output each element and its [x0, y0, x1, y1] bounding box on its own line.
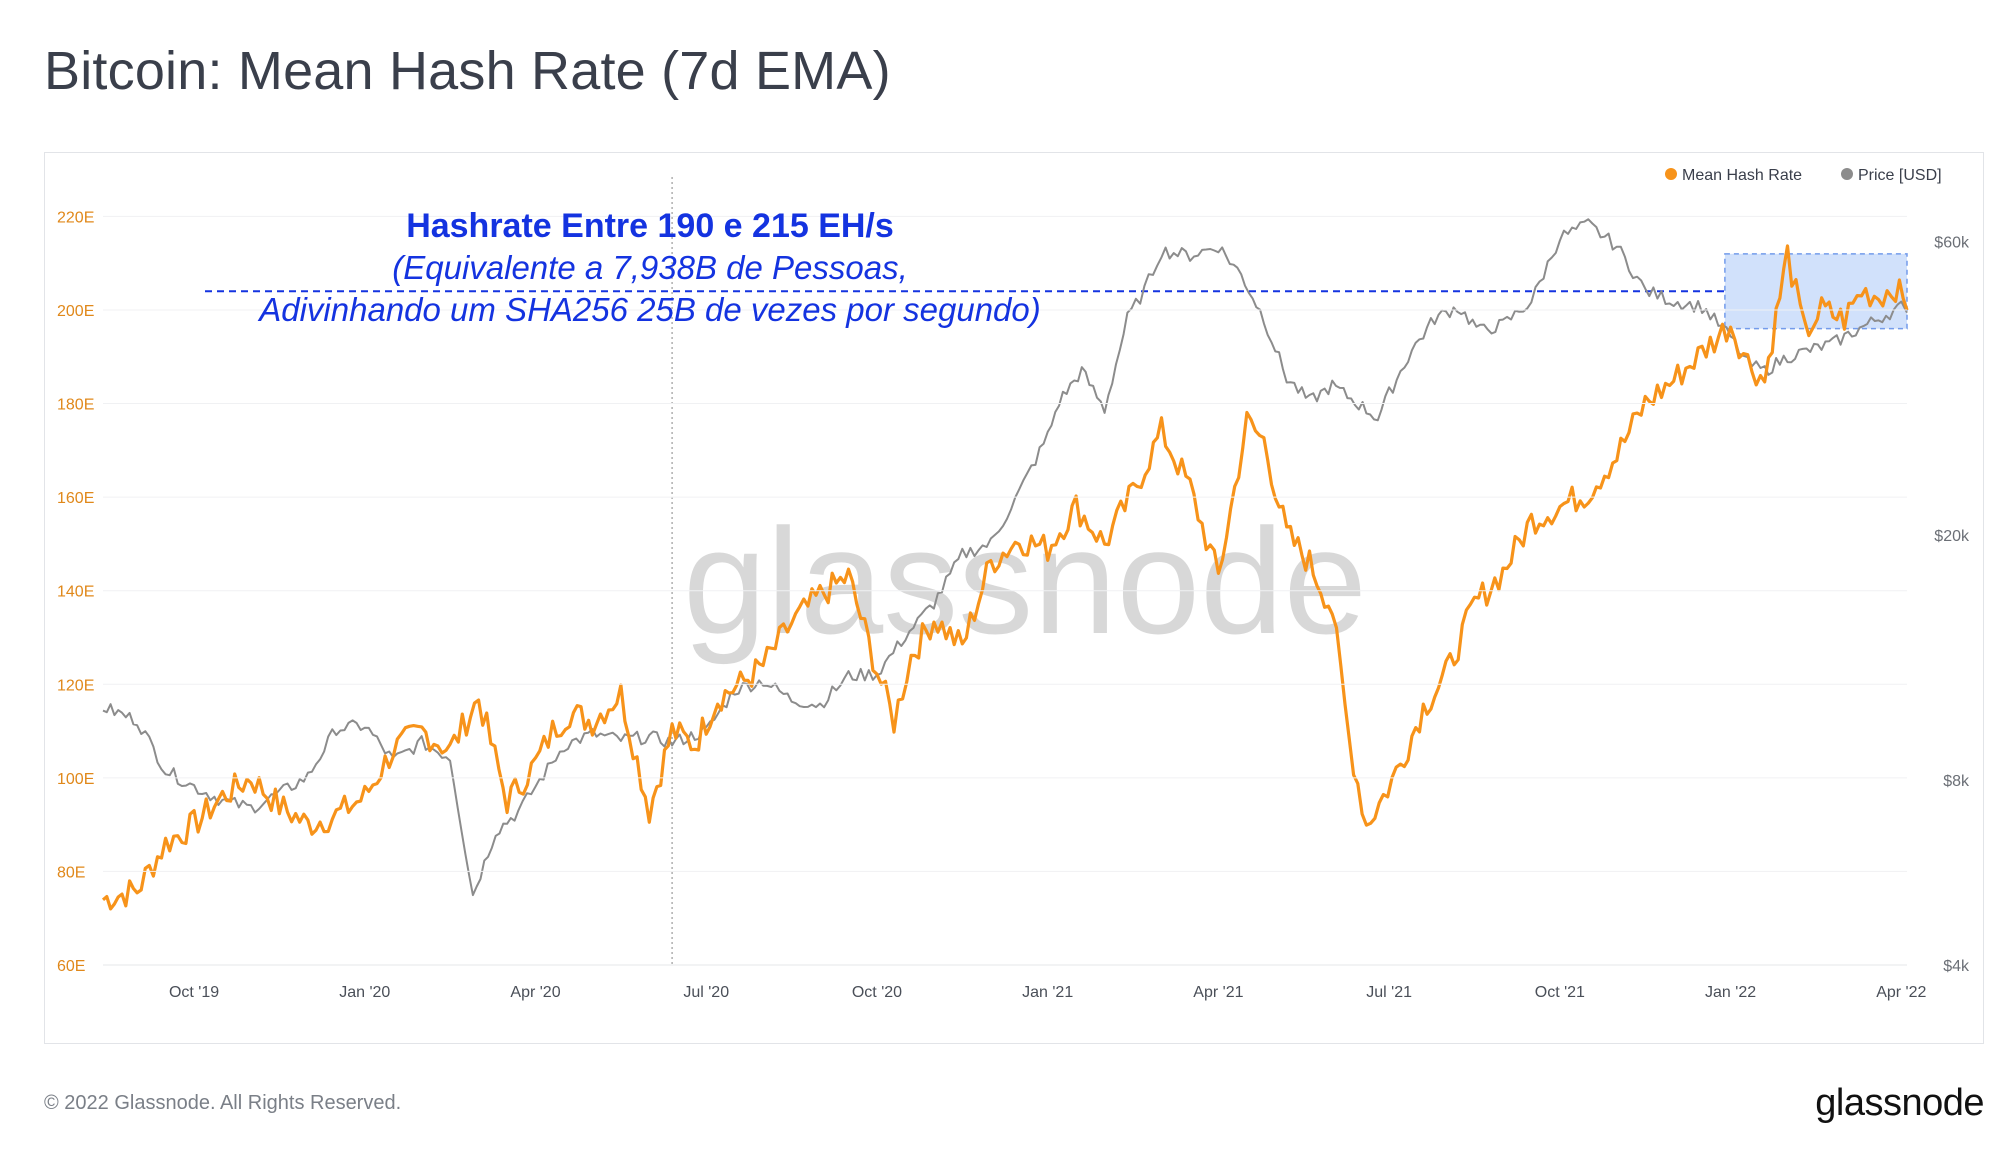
- x-tick-label: Oct '19: [169, 984, 219, 1001]
- watermark-text: glassnode: [683, 497, 1367, 665]
- y-right-tick-label: $4k: [1943, 958, 1970, 975]
- legend-hash-dot: [1665, 168, 1677, 180]
- y-left-tick-label: 140E: [57, 584, 94, 601]
- y-left-tick-label: 120E: [57, 677, 94, 694]
- x-tick-label: Apr '21: [1193, 984, 1243, 1001]
- x-tick-label: Jan '22: [1705, 984, 1756, 1001]
- footer-copyright: © 2022 Glassnode. All Rights Reserved.: [44, 1092, 402, 1114]
- annotation-title: Hashrate Entre 190 e 215 EH/s: [406, 207, 894, 245]
- y-right-tick-label: $8k: [1943, 773, 1970, 790]
- annotation-line-2: Adivinhando um SHA256 25B de vezes por s…: [257, 291, 1041, 328]
- chart-svg: glassnode 60E 80E 100E 120E 140E 160E 180E 200E…: [57, 167, 1970, 1001]
- legend-price-label: Price [USD]: [1858, 167, 1942, 184]
- y-left-tick-label: 60E: [57, 958, 85, 975]
- y-left-tick-label: 80E: [57, 864, 85, 881]
- y-left-tick-label: 180E: [57, 397, 94, 414]
- x-tick-label: Jul '21: [1366, 984, 1412, 1001]
- x-tick-label: Jan '20: [339, 984, 390, 1001]
- highlight-box: [1724, 253, 1908, 330]
- page-title: Bitcoin: Mean Hash Rate (7d EMA): [44, 41, 891, 101]
- footer-logo: glassnode: [1815, 1082, 1984, 1124]
- x-tick-label: Oct '21: [1535, 984, 1585, 1001]
- legend: Mean Hash Rate Price [USD]: [1665, 167, 1942, 184]
- x-axis: Oct '19 Jan '20 Apr '20 Jul '20 Oct '20 Jan '…: [103, 964, 1927, 1001]
- y-left-tick-label: 160E: [57, 490, 94, 507]
- x-tick-label: Jul '20: [683, 984, 729, 1001]
- hash-rate-series-line: [101, 244, 1909, 911]
- y-right-tick-label: $60k: [1934, 235, 1970, 252]
- annotation-line-1: (Equivalente a 7,938B de Pessoas,: [392, 249, 908, 286]
- y-left-tick-label: 100E: [57, 771, 94, 788]
- x-tick-label: Oct '20: [852, 984, 902, 1001]
- y-left-tick-label: 200E: [57, 303, 94, 320]
- x-tick-label: Apr '22: [1876, 984, 1926, 1001]
- x-tick-label: Jan '21: [1022, 984, 1073, 1001]
- x-tick-label: Apr '20: [510, 984, 560, 1001]
- legend-price-dot: [1841, 168, 1853, 180]
- y-right-tick-label: $20k: [1934, 528, 1970, 545]
- y-left-tick-label: 220E: [57, 209, 94, 226]
- y-right-axis: $4k $8k $20k $60k: [1934, 235, 1970, 975]
- legend-hash-label: Mean Hash Rate: [1682, 167, 1802, 184]
- chart-frame: glassnode 60E 80E 100E 120E 140E 160E 180E 200E…: [44, 152, 1984, 1044]
